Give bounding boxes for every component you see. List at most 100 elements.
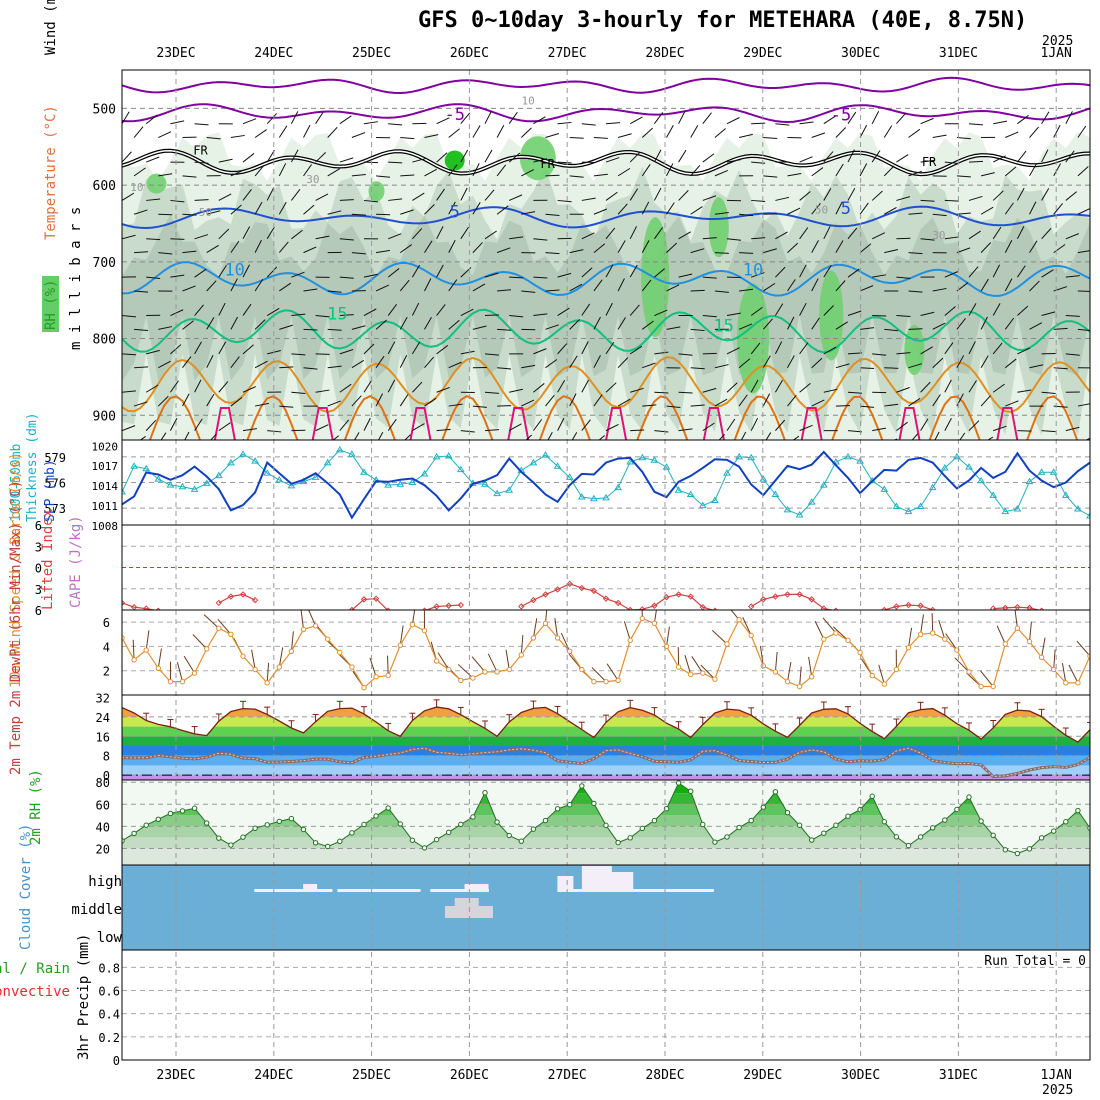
wind-barb [545,132,560,138]
wind10m-barb [832,626,849,641]
wind-barb [678,353,693,356]
rh2m-point [591,800,597,807]
wind-barb [145,114,158,125]
thickness-point [940,463,949,471]
rh2m-point [131,830,137,837]
wind-barb [424,134,439,139]
lifted-index-line [993,606,1042,610]
wind-barb [847,149,855,163]
wind-barb [605,264,614,278]
thickness-point [287,481,296,489]
wind-barb [339,383,352,393]
rh2m-point [1038,835,1045,841]
wind-barb [1053,124,1061,138]
wind-barb [133,209,148,215]
bottom-date-label: 1JAN [1040,1068,1072,1083]
wind-barb [702,237,717,240]
wind10m-barb [1029,621,1032,642]
wind-barb [714,290,729,293]
wind10m-speed-point [905,644,912,651]
wind-barb [169,417,178,431]
contour-label-rh: 50 [199,206,212,219]
wind-barb [134,251,149,254]
rh-moist-region [819,270,844,361]
slp-tick-label: 1011 [92,500,119,513]
wind-barb [934,431,940,440]
thickness-point [122,487,126,495]
wind-barb [242,153,255,163]
lifted-index-point [566,580,573,587]
wind-barb [1077,166,1089,177]
thickness-point [844,452,852,460]
wind-barb [327,168,340,177]
lifted-index-line [424,604,461,610]
millibars-label: m i l l i b a r s [68,207,84,350]
thickness-point [795,511,804,518]
wind-barb [1089,161,1090,163]
wind-barb [139,436,146,440]
wind-barb [254,278,264,292]
wind-barb [617,398,631,407]
thickness-point [880,485,889,492]
wind-barb [787,279,796,292]
wind-barb [327,328,342,331]
wind-barb [593,355,601,368]
wind-barb [242,226,251,240]
wind-barb [968,380,977,393]
contour-label-t10: 10 [743,261,763,281]
wind-barb [956,355,965,368]
wind-barb [726,418,736,431]
wind-barb [1053,203,1063,215]
wind-barb [750,342,761,355]
wind-barb [508,152,521,163]
wind-barb [765,432,772,440]
wind-barb [557,417,565,431]
wind-barb [122,353,137,356]
wind-barb [702,276,717,279]
wind-barb [521,211,536,215]
wind-barb [145,419,157,431]
rh-moist-region [146,173,167,194]
wind-barb [896,237,911,240]
lifted-index-line [521,583,715,610]
year-top-label: 2025 [1042,34,1074,49]
wind-barb [920,381,931,393]
rh2m-point [821,830,827,836]
wind-barb [763,213,778,215]
wind-barb [254,201,263,215]
top-date-label: 1JAN [1040,46,1072,61]
rh2m-point [942,817,948,823]
wind-barb [351,252,366,255]
wind10m-speed-point [276,664,282,670]
wind-barb [545,289,560,292]
rh2m-point [1002,847,1008,853]
wind-barb [376,213,391,216]
wind-barb [884,249,899,254]
wind-barb [617,203,628,215]
wind-barb [775,266,786,278]
wind-barb [375,284,390,292]
thickness-point [1074,505,1082,512]
wind-barb [678,428,693,432]
wind-barb [557,307,570,316]
wind-barb [1016,187,1025,201]
wind-barb [411,264,421,278]
wind-barb [762,355,771,368]
wind-barb [944,418,952,431]
contour-label-fr: FR [922,155,937,169]
wind-barb [569,355,578,368]
wind-barb [799,302,807,316]
thickness-tick-label: 579 [44,451,66,465]
wind-barb [775,419,786,431]
upper-ylabel-part: Temperature (°C) [43,105,59,240]
temp-color-band [122,736,1090,746]
wind-barb [1053,327,1068,330]
wind-barb [799,382,811,393]
wind-barb [169,380,179,393]
wind-barb [738,394,748,407]
rh2m-point [494,819,500,825]
wind-barb [206,210,221,215]
wind-barb [1065,315,1080,317]
thickness-label-top: 1000-500mb [9,444,24,522]
wind10m-speed-point [518,652,524,658]
